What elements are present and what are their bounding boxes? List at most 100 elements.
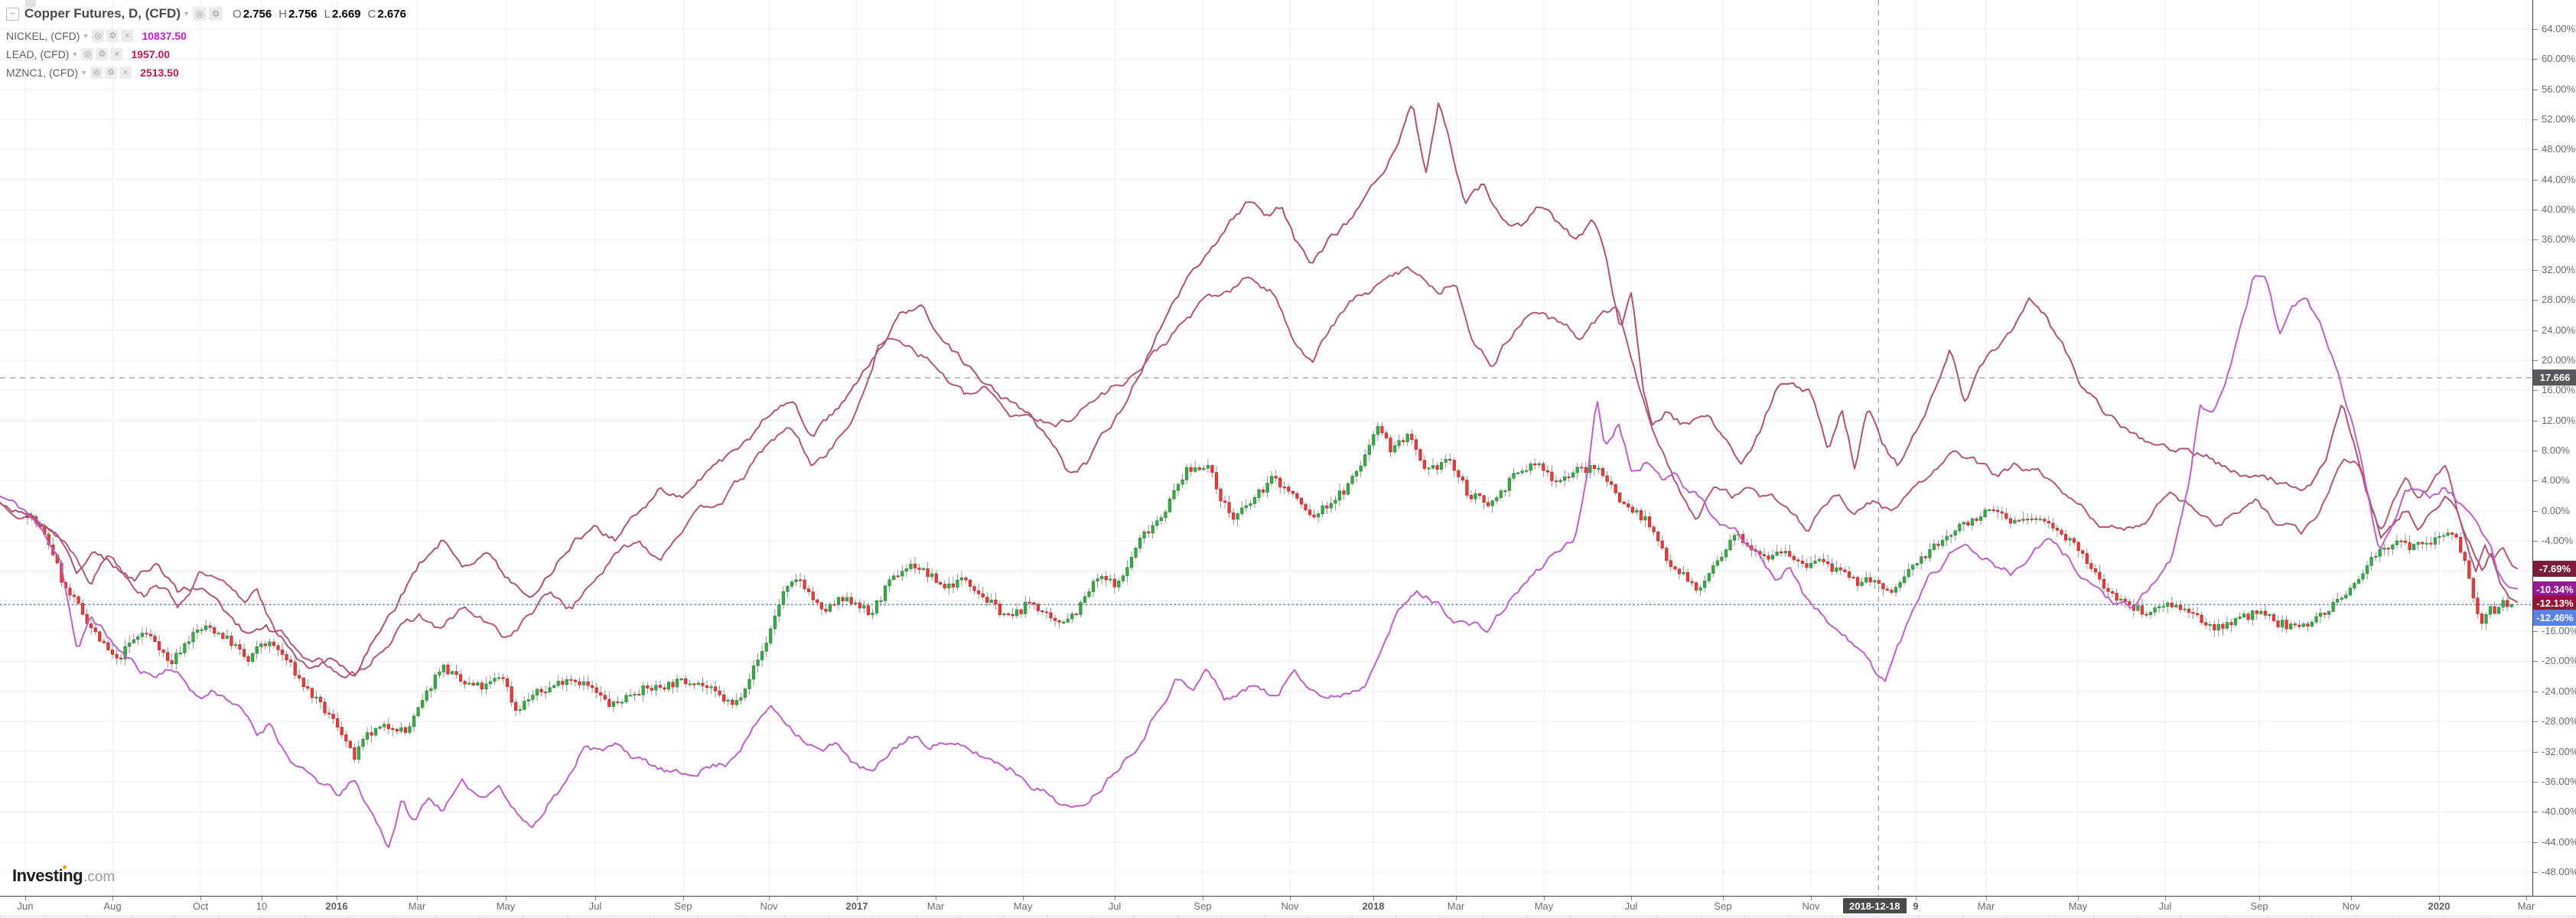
x-tick-mark	[1373, 897, 1374, 900]
x-tick-label: Sep	[1194, 900, 1212, 912]
chevron-down-icon[interactable]: ▾	[82, 68, 86, 77]
x-tick-mark	[112, 897, 113, 900]
x-tick-label: Jul	[1624, 900, 1638, 912]
x-tick-label: 2020	[2428, 900, 2451, 912]
compare-row-mznc1: MZNC1, (CFD) ▾ ◎ ⚙ × 2513.50	[6, 63, 413, 82]
x-tick-label: May	[1013, 900, 1033, 912]
x-tick-mark	[1544, 897, 1545, 900]
bottom-scroll-strip[interactable]	[0, 915, 2576, 918]
x-tick-label: Sep	[2250, 900, 2268, 912]
close-icon[interactable]: ×	[110, 48, 123, 60]
settings-gear-icon[interactable]: ⚙	[106, 30, 119, 42]
x-tick-label: Mar	[927, 900, 945, 912]
high-label: H	[278, 7, 288, 21]
x-tick-mark	[1290, 897, 1291, 900]
y-tick-mark	[2533, 842, 2538, 843]
ohlc-readout: O 2.756 H 2.756 L 2.669 C 2.676	[233, 8, 413, 21]
y-tick-label: 56.00%	[2542, 83, 2576, 95]
brand-suffix: .com	[83, 869, 116, 885]
y-tick-label: 44.00%	[2542, 174, 2576, 185]
x-tick-label: Nov	[760, 900, 778, 912]
price-tag: -7.69%	[2533, 561, 2576, 577]
x-tick-label: Mar	[1447, 900, 1465, 912]
chevron-down-icon[interactable]: ▾	[184, 9, 189, 18]
y-tick-label: 28.00%	[2542, 294, 2576, 305]
x-tick-mark	[1986, 897, 1987, 900]
y-tick-label: -44.00%	[2542, 836, 2576, 848]
price-axis[interactable]: 64.00% 60.00% 56.00% 52.00% 48.00% 44.00% 40.0…	[2532, 0, 2576, 896]
candlestick-series[interactable]	[25, 422, 2513, 764]
price-chart-plot[interactable]: − Copper Futures, D, (CFD) ▾ ◎ ⚙ O 2.756 …	[0, 0, 2532, 896]
legend: − Copper Futures, D, (CFD) ▾ ◎ ⚙ O 2.756 …	[6, 4, 413, 82]
y-tick-label: 52.00%	[2542, 113, 2576, 125]
x-tick-label: Sep	[1714, 900, 1732, 912]
y-tick-label: 8.00%	[2542, 444, 2570, 456]
compare-symbol[interactable]: MZNC1, (CFD)	[6, 67, 79, 79]
y-tick-mark	[2533, 119, 2538, 120]
chart-canvas[interactable]	[0, 0, 2532, 896]
y-tick-mark	[2533, 752, 2538, 753]
x-tick-label: Nov	[1281, 900, 1299, 912]
y-tick-label: -16.00%	[2542, 625, 2576, 636]
x-tick-label: May	[2068, 900, 2088, 912]
y-tick-label: -40.00%	[2542, 806, 2576, 817]
compare-value: 10837.50	[142, 30, 187, 42]
x-tick-label: 9	[1913, 900, 1919, 912]
y-tick-mark	[2533, 631, 2538, 632]
price-tag: -10.34%	[2533, 581, 2576, 597]
visibility-icon[interactable]: ◎	[92, 30, 105, 42]
x-tick-mark	[1811, 897, 1812, 900]
y-tick-label: -36.00%	[2542, 776, 2576, 787]
x-tick-label: May	[1534, 900, 1554, 912]
settings-gear-icon[interactable]: ⚙	[96, 48, 109, 60]
x-tick-mark	[2259, 897, 2260, 900]
y-tick-label: 24.00%	[2542, 324, 2576, 336]
legend-collapse-button[interactable]: −	[6, 7, 19, 21]
y-tick-mark	[2533, 390, 2538, 391]
x-tick-mark	[683, 897, 684, 900]
visibility-icon[interactable]: ◎	[90, 67, 103, 79]
chevron-down-icon[interactable]: ▾	[83, 31, 88, 41]
symbol-title[interactable]: Copper Futures, D, (CFD)	[24, 6, 181, 21]
x-tick-mark	[200, 897, 201, 900]
y-tick-label: 20.00%	[2542, 354, 2576, 366]
y-tick-label: 32.00%	[2542, 264, 2576, 275]
x-tick-label: Mar	[408, 900, 426, 912]
chevron-down-icon[interactable]: ▾	[73, 50, 77, 59]
x-tick-label: Nov	[1802, 900, 1820, 912]
x-tick-mark	[1916, 897, 1917, 900]
settings-gear-icon[interactable]: ⚙	[105, 67, 118, 79]
x-tick-label: Nov	[2342, 900, 2360, 912]
y-tick-mark	[2533, 480, 2538, 481]
x-tick-label: Jun	[17, 900, 34, 912]
x-tick-mark	[1631, 897, 1632, 900]
y-tick-label: 16.00%	[2542, 384, 2576, 396]
visibility-icon[interactable]: ◎	[193, 7, 207, 21]
lead-cfd--line[interactable]	[0, 265, 2518, 679]
low-label: L	[324, 7, 331, 21]
x-tick-mark	[595, 897, 596, 900]
compare-value: 2513.50	[140, 67, 179, 79]
x-tick-label: Sep	[674, 900, 692, 912]
settings-gear-icon[interactable]: ⚙	[209, 7, 223, 21]
close-icon[interactable]: ×	[119, 67, 132, 79]
close-icon[interactable]: ×	[121, 30, 134, 42]
x-tick-label: Jul	[2158, 900, 2172, 912]
low-value: 2.669	[331, 7, 361, 21]
visibility-icon[interactable]: ◎	[81, 48, 94, 60]
price-tag: 17.666	[2533, 369, 2576, 386]
y-tick-label: -4.00%	[2542, 535, 2574, 546]
x-tick-label: 10	[256, 900, 268, 912]
time-axis[interactable]: Jun Aug Oct 10 2016 Mar May Jul Sep Nov 2017 Mar May…	[0, 896, 2576, 916]
x-tick-label: Jul	[1108, 900, 1122, 912]
compare-symbol[interactable]: NICKEL, (CFD)	[6, 30, 80, 42]
nickel-cfd--line[interactable]	[0, 275, 2518, 848]
x-tick-label: Jul	[588, 900, 602, 912]
x-tick-label: Mar	[2517, 900, 2535, 912]
y-tick-mark	[2533, 180, 2538, 181]
x-tick-mark	[2439, 897, 2440, 900]
compare-symbol[interactable]: LEAD, (CFD)	[6, 48, 70, 60]
y-tick-label: 0.00%	[2542, 505, 2570, 516]
compare-row-nickel: NICKEL, (CFD) ▾ ◎ ⚙ × 10837.50	[6, 27, 413, 45]
mznc1-cfd--line[interactable]	[0, 102, 2518, 677]
